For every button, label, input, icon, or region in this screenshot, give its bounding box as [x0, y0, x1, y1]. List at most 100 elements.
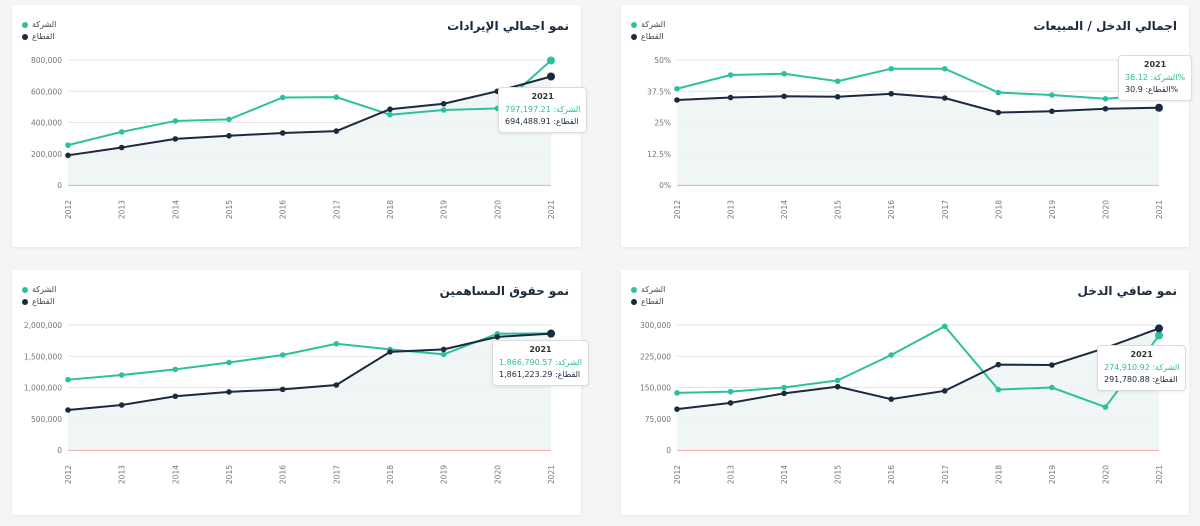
chart-card-equity-growth: 0 500,000 1,000,000 1,500,000 2,000,000 2012 2…	[12, 270, 589, 515]
data-point-company	[172, 118, 179, 124]
y-tick-label: 150,000	[640, 384, 671, 393]
x-tick-label: 2012	[673, 465, 682, 484]
data-point-sector	[995, 109, 1002, 116]
data-point-company	[995, 89, 1002, 96]
x-tick-label: 2019	[1048, 200, 1057, 219]
data-point-sector	[387, 349, 393, 355]
series-line-sector	[676, 327, 1160, 411]
y-tick-label: 225,000	[640, 352, 671, 361]
area-fill	[677, 93, 1159, 185]
legend-label-company: الشركة	[32, 285, 57, 294]
x-tick-label: 2013	[727, 200, 736, 219]
tooltip-year: 2021	[1143, 60, 1167, 69]
x-tick-label: 2018	[994, 200, 1003, 219]
x-tick-label: 2020	[493, 465, 502, 484]
data-point-company	[1049, 384, 1055, 391]
data-point-sector	[834, 93, 841, 100]
x-tick-label: 2016	[887, 465, 896, 484]
chart-legend: الشركة القطاع	[631, 284, 665, 308]
chart-card-gross-margin: 0% 12.5% 25% 37.5% 50% 2012 2013 2014 2015 2016 20…	[621, 5, 1193, 247]
legend-label-company: الشركة	[32, 20, 57, 29]
y-tick-label: 600,000	[31, 87, 62, 96]
tooltip-year: 2021	[1130, 350, 1153, 359]
x-tick-label: 2020	[1101, 465, 1110, 484]
data-point-sector	[333, 128, 340, 134]
data-point-company	[781, 70, 787, 77]
y-tick-label: 300,000	[640, 321, 671, 330]
data-point-company	[65, 142, 71, 148]
series-line-sector	[676, 92, 1160, 114]
data-point-sector	[674, 406, 680, 412]
data-point-company	[547, 56, 555, 65]
tooltip-sector-value: القطاع: 1,861,223.29	[499, 370, 581, 379]
data-point-company	[440, 107, 447, 113]
tooltip-year: 2021	[531, 92, 554, 101]
legend-item-company[interactable]: الشركة	[631, 19, 665, 31]
y-tick-label: 2,000,000	[24, 321, 62, 330]
legend-label-sector: القطاع	[32, 297, 55, 306]
data-point-sector	[941, 388, 948, 394]
series-line-sector	[67, 75, 552, 157]
legend-item-sector[interactable]: القطاع	[22, 296, 56, 308]
data-point-company	[941, 323, 948, 330]
data-point-company	[995, 386, 1002, 393]
x-tick-label: 2014	[780, 465, 789, 484]
legend-item-sector[interactable]: القطاع	[22, 31, 56, 43]
data-point-sector	[547, 329, 555, 338]
data-point-sector	[727, 94, 734, 101]
legend-item-company[interactable]: الشركة	[22, 19, 56, 31]
x-tick-label: 2021	[1155, 465, 1164, 484]
x-tick-label: 2019	[1048, 465, 1057, 484]
x-tick-label: 2015	[834, 200, 843, 219]
legend-item-sector[interactable]: القطاع	[631, 31, 665, 43]
x-tick-label: 2015	[834, 465, 843, 484]
y-tick-label: 1,500,000	[24, 352, 62, 361]
chart-svg-equity-growth[interactable]: 0 500,000 1,000,000 1,500,000 2,000,000 2012 2…	[12, 270, 581, 515]
data-point-sector	[333, 382, 340, 388]
data-point-sector	[888, 90, 895, 97]
chart-tooltip: 2021 الشركة: 36.12% القطاع: 30.9%	[1118, 55, 1193, 101]
legend-item-company[interactable]: الشركة	[22, 284, 56, 296]
legend-item-company[interactable]: الشركة	[631, 284, 665, 296]
y-tick-label: 37.5%	[647, 87, 671, 96]
chart-title: نمو حقوق المساهمين	[439, 284, 569, 298]
data-point-sector	[781, 93, 787, 100]
chart-svg-gross-margin[interactable]: 0% 12.5% 25% 37.5% 50% 2012 2013 2014 2015 2016 20…	[621, 5, 1189, 247]
x-tick-label: 2013	[118, 465, 127, 484]
x-tick-label: 2020	[493, 200, 502, 219]
data-point-company	[172, 366, 179, 373]
chart-title: نمو صافي الدخل	[1077, 284, 1177, 298]
x-tick-label: 2013	[118, 200, 127, 219]
data-point-sector	[995, 361, 1002, 368]
area-fill	[677, 328, 1159, 450]
data-point-sector	[279, 386, 286, 393]
data-point-sector	[1049, 362, 1055, 368]
data-point-company	[387, 111, 393, 118]
data-point-sector	[65, 152, 71, 159]
chart-title: نمو اجمالي الإيرادات	[447, 19, 569, 33]
chart-card-net-income-growth: 0 75,000 150,000 225,000 300,000 2012 2013 2014…	[621, 270, 1189, 515]
y-tick-label: 800,000	[31, 56, 62, 65]
y-tick-label: 0	[666, 446, 671, 455]
data-point-company	[727, 388, 734, 395]
data-point-sector	[781, 390, 787, 397]
x-tick-label: 2014	[171, 465, 180, 484]
data-point-company	[118, 129, 125, 135]
data-point-company	[1102, 95, 1109, 102]
legend-label-sector: القطاع	[641, 297, 664, 306]
x-tick-label: 2014	[171, 200, 180, 219]
data-point-sector	[494, 334, 501, 340]
chart-legend: الشركة القطاع	[22, 19, 56, 43]
legend-item-sector[interactable]: القطاع	[631, 296, 665, 308]
chart-svg-revenue-growth[interactable]: 0 200,000 400,000 600,000 800,000 2012 2013 201…	[12, 5, 581, 247]
x-tick-label: 2016	[279, 465, 288, 484]
tooltip-company-value: الشركة: 797,197.21	[505, 105, 581, 114]
x-tick-label: 2017	[941, 465, 950, 484]
data-point-company	[834, 78, 841, 85]
x-tick-label: 2012	[64, 200, 73, 219]
legend-dot-sector	[631, 34, 637, 40]
x-tick-label: 2012	[673, 200, 682, 219]
data-point-sector	[387, 106, 393, 113]
data-point-sector	[440, 346, 447, 353]
chart-svg-net-income-growth[interactable]: 0 75,000 150,000 225,000 300,000 2012 2013 2014…	[621, 270, 1189, 515]
